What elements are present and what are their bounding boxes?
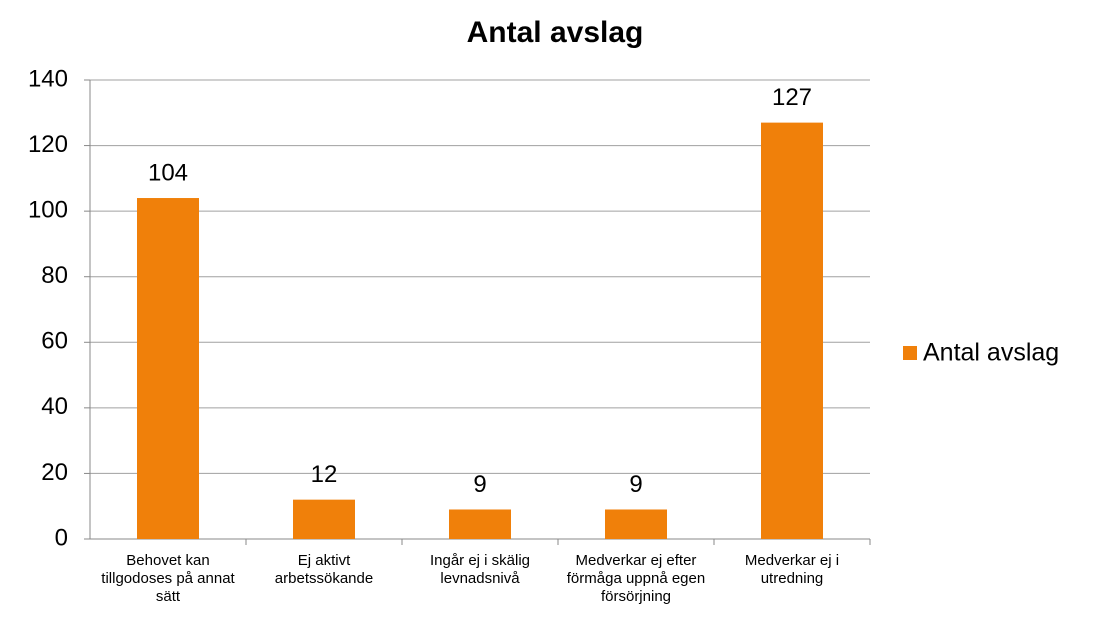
bar (605, 509, 667, 539)
x-tick-label: Ingår ej i skälig levnadsnivå (429, 552, 531, 587)
bar (293, 499, 355, 539)
chart-title: Antal avslag (467, 16, 644, 49)
legend-label: Antal avslag (923, 339, 1059, 367)
x-tick-label: Behovet kan tillgodoses på annat sätt (101, 552, 235, 605)
data-label: 12 (311, 461, 338, 488)
data-label: 9 (473, 471, 486, 498)
data-label: 9 (629, 471, 642, 498)
y-tick-label: 100 (28, 196, 68, 223)
legend-swatch (903, 346, 917, 360)
data-label: 104 (148, 159, 188, 186)
y-tick-label: 20 (41, 459, 68, 486)
bar (137, 198, 199, 539)
y-tick-label: 80 (41, 262, 68, 289)
y-tick-label: 40 (41, 393, 68, 420)
y-tick-label: 0 (55, 524, 68, 551)
y-tick-label: 140 (28, 65, 68, 92)
x-tick-label: Medverkar ej efter förmåga uppnå egen fö… (566, 552, 706, 605)
x-tick-label: Medverkar ej i utredning (744, 552, 840, 587)
y-tick-label: 60 (41, 328, 68, 355)
x-tick-label: Ej aktivt arbetssökande (274, 552, 374, 587)
bar (449, 509, 511, 539)
y-tick-label: 120 (28, 131, 68, 158)
data-label: 127 (772, 84, 812, 111)
bar (761, 122, 823, 539)
